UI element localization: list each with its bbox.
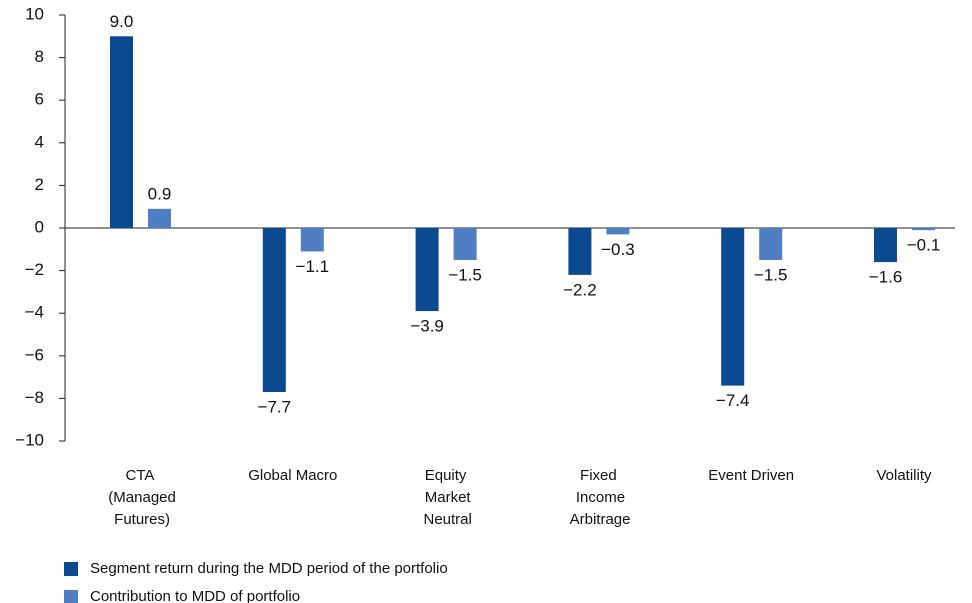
value-label: −3.9 <box>410 317 444 336</box>
y-tick-label: 6 <box>35 90 44 109</box>
y-tick-label: 2 <box>35 175 44 194</box>
value-label: −1.5 <box>754 265 788 284</box>
y-tick-label: 8 <box>35 47 44 66</box>
x-tick-label: Equity Market Neutral <box>419 467 472 528</box>
value-label: −0.1 <box>907 236 941 255</box>
bar <box>912 228 935 231</box>
value-label: −1.5 <box>448 265 482 284</box>
y-tick-label: −8 <box>25 388 44 407</box>
bar <box>568 228 592 275</box>
bar <box>300 228 324 252</box>
y-tick-label: 0 <box>35 217 44 236</box>
y-tick-label: 4 <box>35 132 44 151</box>
legend-swatch <box>64 590 78 603</box>
value-label: −1.1 <box>296 257 330 276</box>
value-label: −1.6 <box>869 268 903 287</box>
x-tick-label: Volatility <box>876 467 932 484</box>
x-tick-label: Global Macro <box>248 467 337 484</box>
legend-label: Contribution to MDD of portfolio <box>90 588 300 603</box>
legend-swatch <box>64 562 78 576</box>
y-tick-label: −10 <box>15 430 44 449</box>
legend-label: Segment return during the MDD period of … <box>90 560 448 577</box>
bar <box>148 208 171 228</box>
value-label: −7.4 <box>716 391 750 410</box>
bar <box>759 228 783 260</box>
bar <box>874 228 897 263</box>
x-tick-label: CTA (Managed Futures) <box>104 467 176 528</box>
value-label: −7.7 <box>258 397 292 416</box>
y-tick-label: 10 <box>25 4 44 23</box>
x-tick-label: Fixed Income Arbitrage <box>566 467 630 528</box>
value-label: 9.0 <box>110 12 134 31</box>
y-tick-label: −4 <box>25 303 44 322</box>
bar <box>453 228 477 260</box>
value-label: 0.9 <box>148 184 172 203</box>
bar <box>415 228 439 312</box>
y-tick-label: −6 <box>25 345 44 364</box>
x-tick-label: Event Driven <box>708 467 794 484</box>
bar <box>721 228 745 386</box>
bar <box>110 36 133 228</box>
value-label: −2.2 <box>563 280 597 299</box>
bar <box>262 228 286 393</box>
y-tick-label: −2 <box>25 260 44 279</box>
bar <box>606 228 630 235</box>
value-label: −0.3 <box>601 240 635 259</box>
